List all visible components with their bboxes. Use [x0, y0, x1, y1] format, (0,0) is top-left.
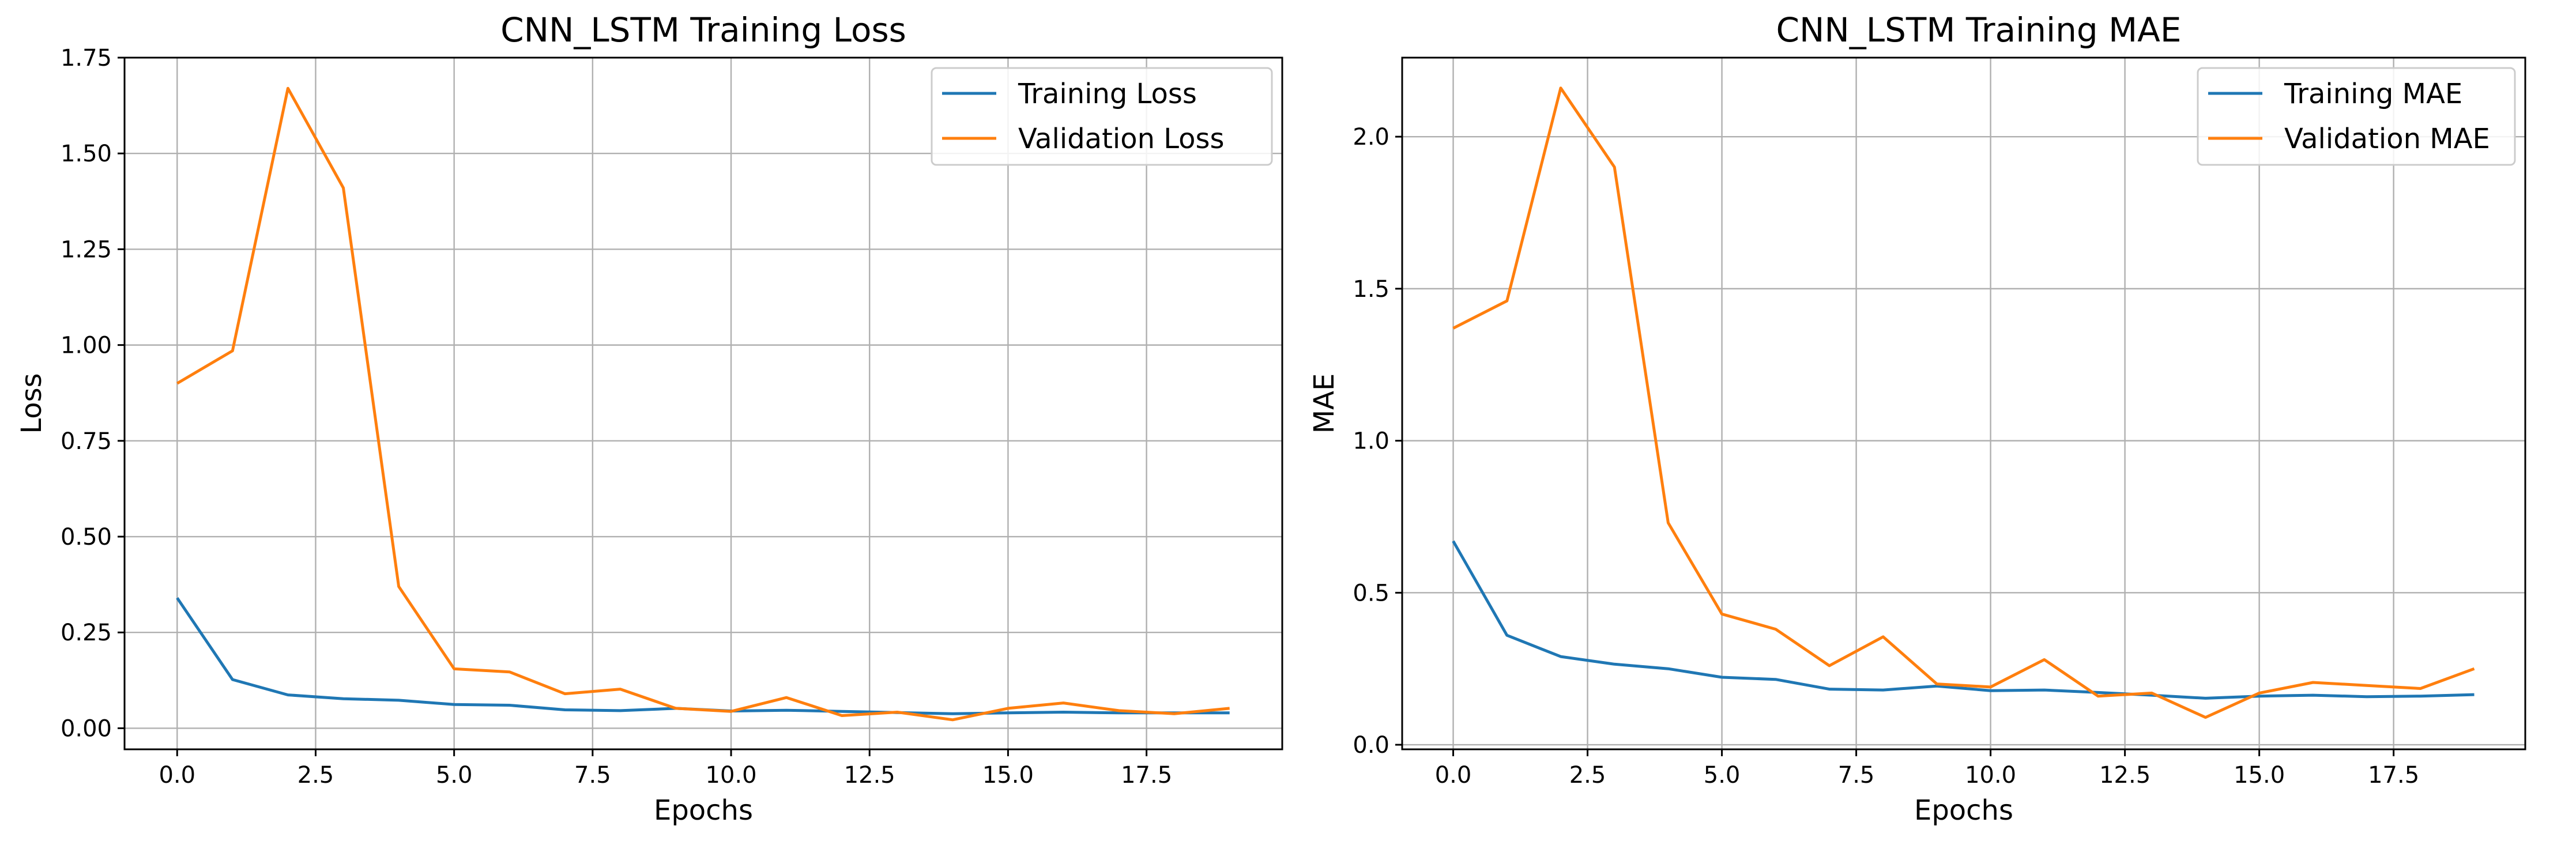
y-tick-label: 0.00	[61, 715, 112, 742]
chart-title: CNN_LSTM Training MAE	[1776, 10, 2182, 50]
legend-entry: Training Loss	[1018, 78, 1197, 110]
x-tick-label: 2.5	[297, 762, 334, 789]
x-tick-label: 5.0	[1704, 762, 1741, 789]
x-tick-label: 12.5	[2099, 762, 2151, 789]
legend-entry: Validation MAE	[2284, 123, 2490, 155]
y-axis-label: MAE	[1308, 374, 1340, 434]
y-tick-label: 0.0	[1353, 732, 1389, 759]
x-tick-label: 10.0	[1965, 762, 2016, 789]
x-tick-label: 7.5	[574, 762, 611, 789]
x-tick-label: 17.5	[1121, 762, 1172, 789]
x-axis-label: Epochs	[654, 794, 753, 827]
y-tick-label: 1.5	[1353, 276, 1389, 303]
y-tick-label: 1.50	[61, 141, 112, 167]
series-line-validation	[1452, 86, 2475, 719]
y-axis-label: Loss	[16, 373, 48, 433]
x-tick-label: 17.5	[2368, 762, 2419, 789]
x-tick-label: 15.0	[982, 762, 1034, 789]
chart-panel-loss: 0.0 2.5 5.0 7.5 10.0 12.5 15.0 17.5 0.00 0.25 0.50…	[16, 10, 1283, 827]
legend-entry: Training MAE	[2284, 78, 2462, 110]
x-tick-label: 7.5	[1838, 762, 1875, 789]
x-tick-label: 2.5	[1569, 762, 1606, 789]
series-line-training	[176, 597, 1230, 715]
x-tick-label: 0.0	[1435, 762, 1472, 789]
x-tick-label: 10.0	[706, 762, 757, 789]
y-tick-label: 1.75	[61, 45, 112, 71]
y-tick-label: 1.0	[1353, 428, 1389, 455]
x-tick-label: 15.0	[2234, 762, 2285, 789]
plot-frame	[1401, 56, 2526, 750]
legend-box	[2197, 67, 2516, 166]
y-tick-label: 0.50	[61, 524, 112, 550]
legend-entry: Validation Loss	[1018, 123, 1225, 155]
x-tick-label: 5.0	[436, 762, 473, 789]
x-axis-label: Epochs	[1914, 794, 2013, 827]
y-tick-label: 1.00	[61, 333, 112, 359]
legend-box	[931, 67, 1273, 166]
y-tick-label: 2.0	[1353, 124, 1389, 150]
chart-panel-mae: 0.0 2.5 5.0 7.5 10.0 12.5 15.0 17.5 0.0 0.5 1.0 1.5…	[1308, 10, 2526, 827]
series-line-training	[1452, 540, 2475, 700]
y-tick-label: 0.75	[61, 428, 112, 455]
x-tick-label: 12.5	[844, 762, 895, 789]
y-tick-label: 0.25	[61, 620, 112, 646]
series-line-validation	[176, 86, 1230, 722]
chart-title: CNN_LSTM Training Loss	[500, 10, 906, 50]
x-tick-label: 0.0	[159, 762, 195, 789]
y-tick-label: 1.25	[61, 236, 112, 263]
y-tick-label: 0.5	[1353, 580, 1389, 606]
plot-frame	[123, 56, 1283, 750]
